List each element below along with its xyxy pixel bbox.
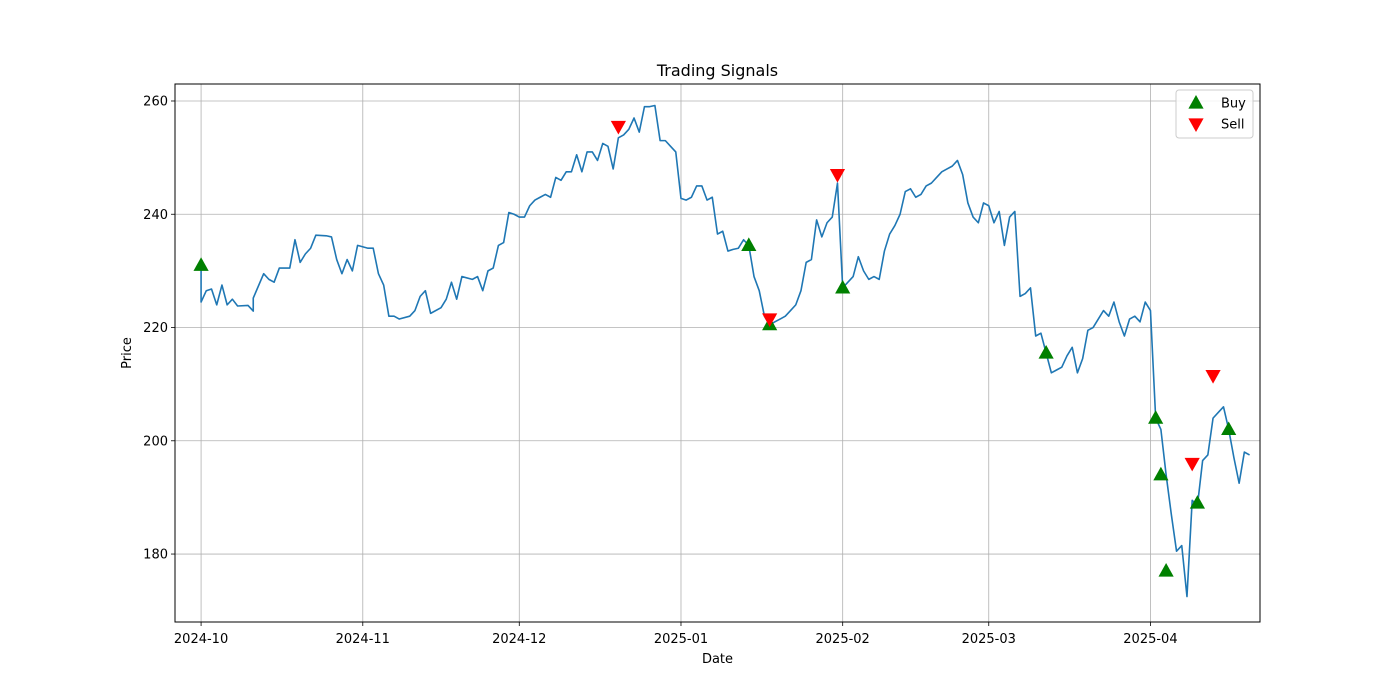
buy-signal-marker bbox=[835, 279, 851, 294]
x-tick-label: 2025-01 bbox=[654, 632, 708, 647]
buy-signal-marker bbox=[193, 257, 209, 271]
chart-title: Trading Signals bbox=[656, 61, 778, 80]
sell-signal-marker bbox=[762, 313, 778, 328]
sell-signal-marker bbox=[829, 169, 846, 183]
x-tick-label: 2024-11 bbox=[336, 632, 390, 647]
sell-signal-marker bbox=[1205, 370, 1221, 384]
signal-markers bbox=[193, 120, 1237, 577]
buy-legend-label: Buy bbox=[1221, 97, 1246, 112]
x-tick-label: 2025-04 bbox=[1123, 632, 1177, 647]
grid bbox=[175, 84, 1260, 622]
y-tick-label: 180 bbox=[143, 548, 168, 563]
plot-frame bbox=[174, 83, 1261, 623]
buy-signal-marker bbox=[1153, 466, 1169, 481]
buy-signal-marker bbox=[741, 237, 757, 251]
sell-signal-marker bbox=[1184, 457, 1200, 472]
y-tick-label: 240 bbox=[143, 208, 168, 223]
x-tick-label: 2025-03 bbox=[962, 632, 1016, 647]
buy-signal-marker bbox=[1221, 421, 1237, 436]
sell-legend-label: Sell bbox=[1221, 118, 1244, 133]
x-tick-label: 2024-10 bbox=[174, 632, 228, 647]
legend: Buy Sell bbox=[1175, 89, 1254, 139]
y-axis-label: Price bbox=[120, 337, 135, 369]
buy-signal-marker bbox=[1189, 495, 1206, 509]
sell-legend-marker bbox=[1188, 118, 1204, 132]
x-tick-label: 2024-12 bbox=[492, 632, 546, 647]
x-axis-label: Date bbox=[702, 652, 733, 667]
sell-signal-marker bbox=[610, 120, 626, 135]
buy-signal-marker bbox=[1148, 410, 1164, 424]
buy-signal-marker bbox=[1158, 563, 1174, 577]
y-tick-label: 200 bbox=[143, 434, 168, 449]
ticks: 2024-10 2024-11 2024-12 2025-01 2025-02 2025-… bbox=[143, 94, 1177, 647]
buy-legend-marker bbox=[1188, 95, 1204, 109]
y-tick-label: 220 bbox=[143, 321, 168, 336]
x-tick-label: 2025-02 bbox=[816, 632, 870, 647]
price-line bbox=[200, 104, 1250, 598]
y-tick-label: 260 bbox=[143, 94, 168, 109]
price-series bbox=[200, 104, 1250, 598]
buy-signal-marker bbox=[1038, 345, 1054, 359]
